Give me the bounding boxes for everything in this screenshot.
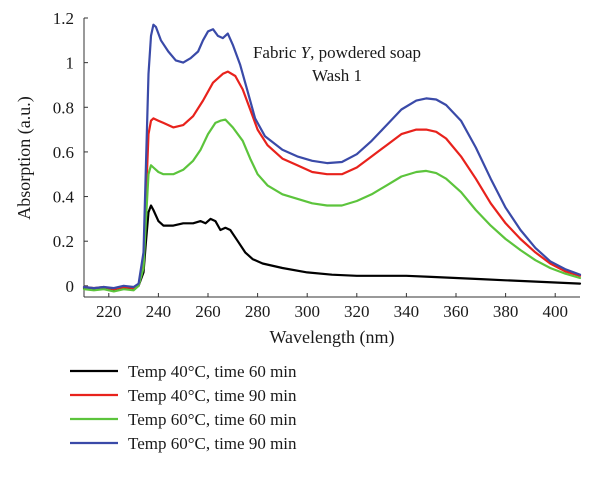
y-axis-title: Absorption (a.u.)	[14, 96, 35, 219]
legend-label-2: Temp 40°C, time 90 min	[128, 386, 297, 405]
y-tick-label: 0.6	[53, 143, 74, 162]
y-tick-label: 1	[66, 54, 75, 73]
y-tick-label: 0.2	[53, 232, 74, 251]
legend-label-4: Temp 60°C, time 90 min	[128, 434, 297, 453]
x-tick-label: 340	[394, 302, 420, 321]
plot-area	[84, 18, 580, 297]
x-axis-title: Wavelength (nm)	[269, 327, 394, 348]
y-tick-label: 1.2	[53, 9, 74, 28]
series-line-4	[82, 23, 582, 290]
legend: Temp 40°C, time 60 min Temp 40°C, time 90…	[70, 362, 297, 453]
series-line-3	[82, 118, 582, 293]
y-tick-label: 0.8	[53, 98, 74, 117]
y-tick-label: 0.4	[53, 188, 75, 207]
x-tick-label: 240	[146, 302, 172, 321]
annotation-line2: Wash 1	[312, 66, 362, 85]
plot-background	[84, 18, 580, 297]
x-tick-label: 380	[493, 302, 519, 321]
x-tick-label: 360	[443, 302, 469, 321]
y-tick-label: 0	[66, 277, 75, 296]
x-tick-label: 260	[195, 302, 221, 321]
series-group	[82, 23, 582, 293]
tick-marks: 220 240 260 280 300 320 340 360 380 400 0 0.2 0.4 0.6…	[53, 9, 568, 321]
annotation-line1: Fabric Y, powdered soap	[253, 43, 421, 62]
x-tick-label: 300	[294, 302, 320, 321]
legend-label-3: Temp 60°C, time 60 min	[128, 410, 297, 429]
x-tick-label: 280	[245, 302, 271, 321]
axes	[83, 18, 580, 298]
legend-label-1: Temp 40°C, time 60 min	[128, 362, 297, 381]
x-tick-label: 400	[542, 302, 568, 321]
x-tick-label: 320	[344, 302, 370, 321]
x-tick-label: 220	[96, 302, 122, 321]
